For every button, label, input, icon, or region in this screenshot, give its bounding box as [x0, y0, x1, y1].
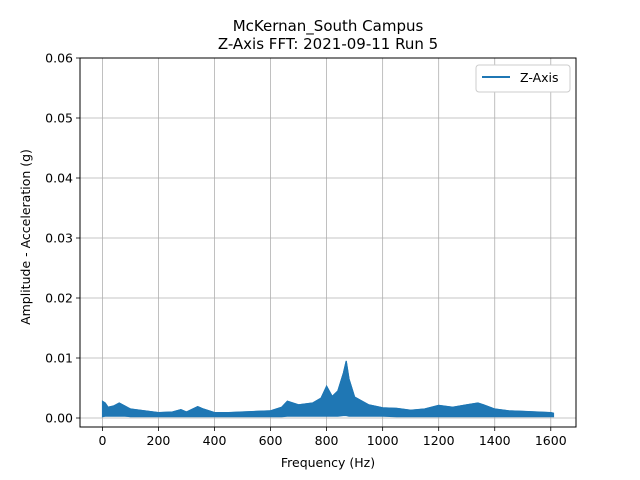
x-tick-label: 200 — [147, 433, 171, 448]
y-tick-label: 0.03 — [45, 231, 73, 246]
series-z-axis-line — [102, 360, 554, 414]
y-tick-label: 0.05 — [45, 111, 73, 126]
legend: Z-Axis — [475, 64, 571, 93]
series-layer — [101, 360, 555, 418]
y-tick-label: 0.06 — [45, 51, 73, 66]
legend-label-z-axis: Z-Axis — [520, 70, 559, 85]
ticks: 0 200 400 600 800 1000 1200 1400 1600 0.00 0.01 0.0… — [45, 51, 567, 449]
chart-title: McKernan_South Campus — [233, 17, 424, 36]
x-tick-label: 1000 — [367, 433, 399, 448]
x-tick-label: 600 — [259, 433, 283, 448]
plot-area-frame — [79, 57, 577, 428]
x-tick-label: 1600 — [535, 433, 567, 448]
x-tick-label: 1200 — [423, 433, 455, 448]
y-tick-label: 0.04 — [45, 171, 73, 186]
x-tick-label: 400 — [203, 433, 227, 448]
y-tick-label: 0.01 — [45, 351, 73, 366]
legend-box — [475, 64, 571, 93]
y-tick-label: 0.00 — [45, 411, 73, 426]
x-tick-label: 800 — [315, 433, 339, 448]
x-tick-label: 1400 — [479, 433, 511, 448]
y-axis-label: Amplitude - Acceleration (g) — [18, 149, 33, 325]
x-axis-label: Frequency (Hz) — [281, 455, 375, 470]
x-tick-label: 0 — [98, 433, 106, 448]
y-tick-label: 0.02 — [45, 291, 73, 306]
chart-subtitle: Z-Axis FFT: 2021-09-11 Run 5 — [218, 35, 438, 53]
grid — [80, 57, 576, 427]
